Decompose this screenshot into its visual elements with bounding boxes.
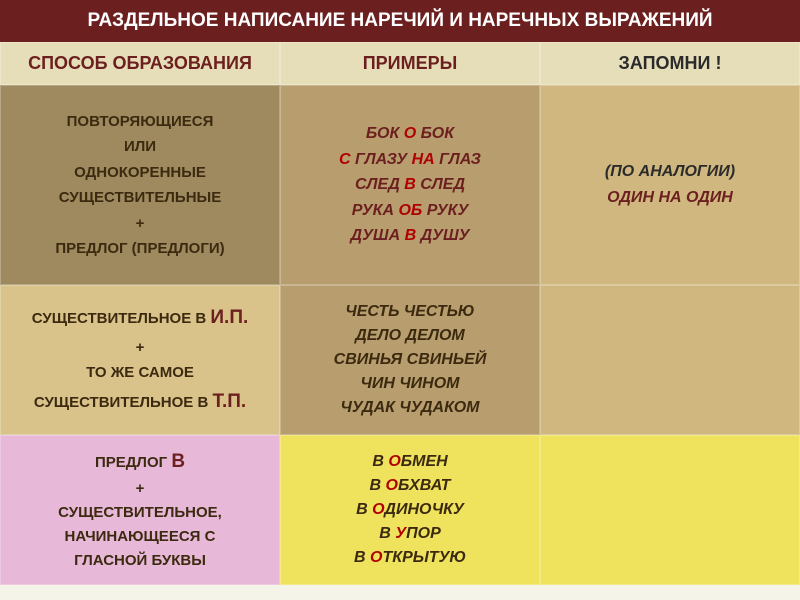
- row1-examples: БОК О БОК С ГЛАЗУ НА ГЛАЗ СЛЕД В СЛЕД РУ…: [280, 85, 540, 285]
- col-header-remember: ЗАПОМНИ !: [540, 42, 800, 85]
- row3-examples: В ОБМЕН В ОБХВАТ В ОДИНОЧКУ В УПОР В ОТК…: [280, 435, 540, 585]
- row3-remember: [540, 435, 800, 585]
- grammar-table: РАЗДЕЛЬНОЕ НАПИСАНИЕ НАРЕЧИЙ И НАРЕЧНЫХ …: [0, 0, 800, 600]
- col-header-examples: ПРИМЕРЫ: [280, 42, 540, 85]
- row3-formation: ПРЕДЛОГ В + СУЩЕСТВИТЕЛЬНОЕ, НАЧИНАЮЩЕЕС…: [0, 435, 280, 585]
- title-text: РАЗДЕЛЬНОЕ НАПИСАНИЕ НАРЕЧИЙ И НАРЕЧНЫХ …: [87, 10, 712, 31]
- title-bar: РАЗДЕЛЬНОЕ НАПИСАНИЕ НАРЕЧИЙ И НАРЕЧНЫХ …: [0, 0, 800, 42]
- col-header-formation: СПОСОБ ОБРАЗОВАНИЯ: [0, 42, 280, 85]
- row1-formation: ПОВТОРЯЮЩИЕСЯ ИЛИ ОДНОКОРЕННЫЕ СУЩЕСТВИТ…: [0, 85, 280, 285]
- row2-remember: [540, 285, 800, 435]
- table-grid: СПОСОБ ОБРАЗОВАНИЯ ПРИМЕРЫ ЗАПОМНИ ! ПОВ…: [0, 42, 800, 585]
- row2-formation: СУЩЕСТВИТЕЛЬНОЕ В И.П. + ТО ЖЕ САМОЕ СУЩ…: [0, 285, 280, 435]
- row1-remember: (ПО АНАЛОГИИ) ОДИН НА ОДИН: [540, 85, 800, 285]
- row2-examples: ЧЕСТЬ ЧЕСТЬЮ ДЕЛО ДЕЛОМ СВИНЬЯ СВИНЬЕЙ Ч…: [280, 285, 540, 435]
